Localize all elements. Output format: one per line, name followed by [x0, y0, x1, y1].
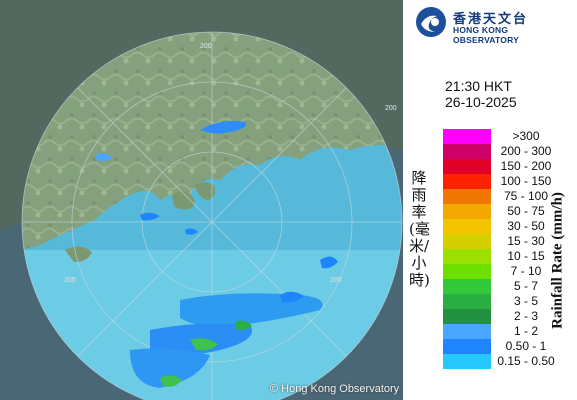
copyright-text: © Hong Kong Observatory [270, 383, 400, 395]
legend-label: 7 - 10 [510, 264, 542, 278]
legend-title-chinese: 降雨率(毫米/小時) [409, 169, 430, 289]
legend-swatch [443, 309, 491, 324]
legend-swatch [443, 354, 491, 369]
legend-label: 50 - 75 [507, 204, 545, 218]
legend-label: 30 - 50 [507, 219, 545, 233]
legend-label: 100 - 150 [500, 174, 552, 188]
legend-row: 150 - 200 [443, 159, 573, 174]
ring-label-southeast: 200 [330, 277, 342, 284]
legend-swatch [443, 219, 491, 234]
legend-title-english: Rainfall Rate (mm/h) [549, 192, 566, 329]
hko-logo: 香港天文台 HONG KONG OBSERVATORY [415, 6, 575, 45]
legend-row: 0.15 - 0.50 [443, 354, 573, 369]
legend-swatch [443, 159, 491, 174]
legend-row: 15 - 30 [443, 234, 573, 249]
legend-row: 3 - 5 [443, 294, 573, 309]
legend-label: 2 - 3 [513, 309, 538, 323]
legend-row: 0.50 - 1 [443, 339, 573, 354]
timestamp-date: 26-10-2025 [445, 94, 517, 110]
ring-label-west: 200 [64, 277, 76, 284]
logo-english: HONG KONG OBSERVATORY [453, 25, 519, 45]
legend-row: 30 - 50 [443, 219, 573, 234]
legend-label: 1 - 2 [513, 324, 538, 338]
ring-label-north: 200 [200, 43, 212, 50]
legend-swatch [443, 129, 491, 144]
legend-swatch [443, 189, 491, 204]
legend-label: 150 - 200 [500, 159, 552, 173]
legend-row: 200 - 300 [443, 144, 573, 159]
rain-echoes [95, 121, 338, 388]
legend-label: 15 - 30 [507, 234, 545, 248]
legend-label: 0.15 - 0.50 [497, 354, 555, 368]
legend-swatch [443, 204, 491, 219]
legend-swatch [443, 324, 491, 339]
legend-swatch [443, 279, 491, 294]
legend-label: 10 - 15 [507, 249, 545, 263]
legend-row: 50 - 75 [443, 204, 573, 219]
legend-row: 2 - 3 [443, 309, 573, 324]
radar-map-canvas: 200 200 200 200 [0, 0, 403, 400]
logo-chinese: 香港天文台 [453, 12, 529, 27]
legend-swatch [443, 144, 491, 159]
legend-label: 3 - 5 [513, 294, 538, 308]
timestamp-time: 21:30 HKT [445, 78, 512, 94]
legend-row: 100 - 150 [443, 174, 573, 189]
legend-swatch [443, 294, 491, 309]
radar-map[interactable]: 200 200 200 200 © Hong Kong Observatory [0, 0, 403, 400]
legend-swatch [443, 174, 491, 189]
legend-row: 5 - 7 [443, 279, 573, 294]
legend-swatch [443, 234, 491, 249]
legend-row: 10 - 15 [443, 249, 573, 264]
legend-label: 75 - 100 [503, 189, 549, 203]
legend-panel: 香港天文台 HONG KONG OBSERVATORY 21:30 HKT 26… [403, 0, 577, 400]
legend-title-english-wrap: Rainfall Rate (mm/h) [538, 170, 568, 350]
legend-row: 75 - 100 [443, 189, 573, 204]
ring-label-east: 200 [385, 105, 397, 112]
legend-label: 5 - 7 [513, 279, 538, 293]
legend-swatch [443, 339, 491, 354]
legend-row: 1 - 2 [443, 324, 573, 339]
legend-label: >300 [512, 129, 540, 143]
legend-row: 7 - 10 [443, 264, 573, 279]
legend-swatch [443, 264, 491, 279]
hko-logo-icon [416, 7, 446, 37]
legend-row: >300 [443, 129, 573, 144]
legend-label: 0.50 - 1 [505, 339, 547, 353]
legend-label: 200 - 300 [500, 144, 552, 158]
legend-swatch [443, 249, 491, 264]
